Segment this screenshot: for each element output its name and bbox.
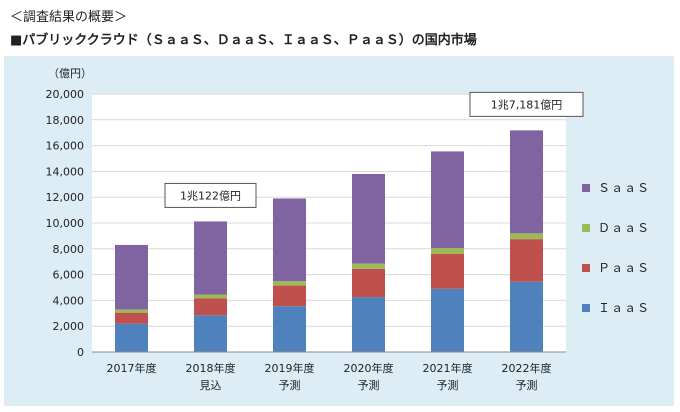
bar-segment xyxy=(115,244,148,310)
bar-segment xyxy=(115,312,148,324)
annotation-box xyxy=(469,91,584,117)
section-heading: ＜調査結果の概要＞ xyxy=(10,10,128,25)
legend-label: ＰａａＳ xyxy=(598,261,650,275)
y-tick-label: 12,000 xyxy=(46,191,85,204)
bar-segment xyxy=(194,294,227,299)
x-tick-label: 見込 xyxy=(200,379,222,392)
y-tick-label: 0 xyxy=(77,346,84,359)
bar-segment xyxy=(352,263,385,269)
bar-segment xyxy=(352,173,385,264)
bar-segment xyxy=(273,285,306,307)
legend-label: ＳａａＳ xyxy=(598,181,650,195)
bar-segment xyxy=(194,221,227,295)
bar-segment xyxy=(115,309,148,313)
x-tick-label: 予測 xyxy=(516,378,538,392)
y-tick-label: 4,000 xyxy=(53,294,85,307)
y-tick-label: 18,000 xyxy=(46,114,85,127)
stacked-bar-chart: 0 2,000 4,000 6,000 8,000 10,000 12,000 14,000 1… xyxy=(46,67,650,392)
y-tick-label: 20,000 xyxy=(46,88,85,101)
legend-swatch xyxy=(582,224,590,232)
y-tick-label: 6,000 xyxy=(53,269,85,282)
x-tick-label: 2020年度 xyxy=(344,361,394,375)
x-tick-label: 予測 xyxy=(279,378,301,392)
x-tick-label: 2017年度 xyxy=(107,361,157,375)
bar-segment xyxy=(273,198,306,282)
bar-segment xyxy=(115,323,148,352)
chart-title: ■パブリッククラウド（ＳａａＳ、ＤａａＳ、ＩａａＳ、ＰａａＳ）の国内市場 xyxy=(10,33,477,48)
bar-segment xyxy=(273,306,306,352)
x-tick-label: 2022年度 xyxy=(502,361,552,375)
y-axis-label: （億円） xyxy=(48,67,92,80)
chart-area: 0 2,000 4,000 6,000 8,000 10,000 12,000 14,000 1… xyxy=(4,56,674,406)
bar-segment xyxy=(352,297,385,352)
x-tick-label: 2018年度 xyxy=(186,361,236,375)
legend-swatch xyxy=(582,184,590,192)
bar-segment xyxy=(510,233,543,240)
bar-segment xyxy=(510,130,543,234)
x-tick-label: 予測 xyxy=(437,378,459,392)
x-tick-label: 予測 xyxy=(358,378,380,392)
annotation-label: 1兆7,181億円 xyxy=(491,98,563,111)
bar-segment xyxy=(431,253,464,289)
bar-segment xyxy=(352,268,385,298)
annotation-box xyxy=(164,182,257,208)
legend-label: ＩａａＳ xyxy=(598,301,650,315)
bar-segment xyxy=(431,288,464,352)
bar-segment xyxy=(510,239,543,282)
bar-segment xyxy=(273,281,306,286)
bar-segment xyxy=(431,248,464,254)
y-tick-label: 10,000 xyxy=(46,217,85,230)
y-tick-label: 14,000 xyxy=(46,165,85,178)
y-tick-label: 8,000 xyxy=(53,243,85,256)
bar-segment xyxy=(510,281,543,352)
annotation-label: 1兆122億円 xyxy=(180,189,241,202)
bar-segment xyxy=(194,298,227,316)
legend-swatch xyxy=(582,304,590,312)
y-tick-label: 16,000 xyxy=(46,140,85,153)
bar-segment xyxy=(431,151,464,249)
x-tick-label: 2019年度 xyxy=(265,361,315,375)
x-tick-label: 2021年度 xyxy=(423,361,473,375)
bar-segment xyxy=(194,315,227,352)
legend-swatch xyxy=(582,264,590,272)
legend-label: ＤａａＳ xyxy=(598,221,650,235)
y-tick-label: 2,000 xyxy=(53,320,85,333)
